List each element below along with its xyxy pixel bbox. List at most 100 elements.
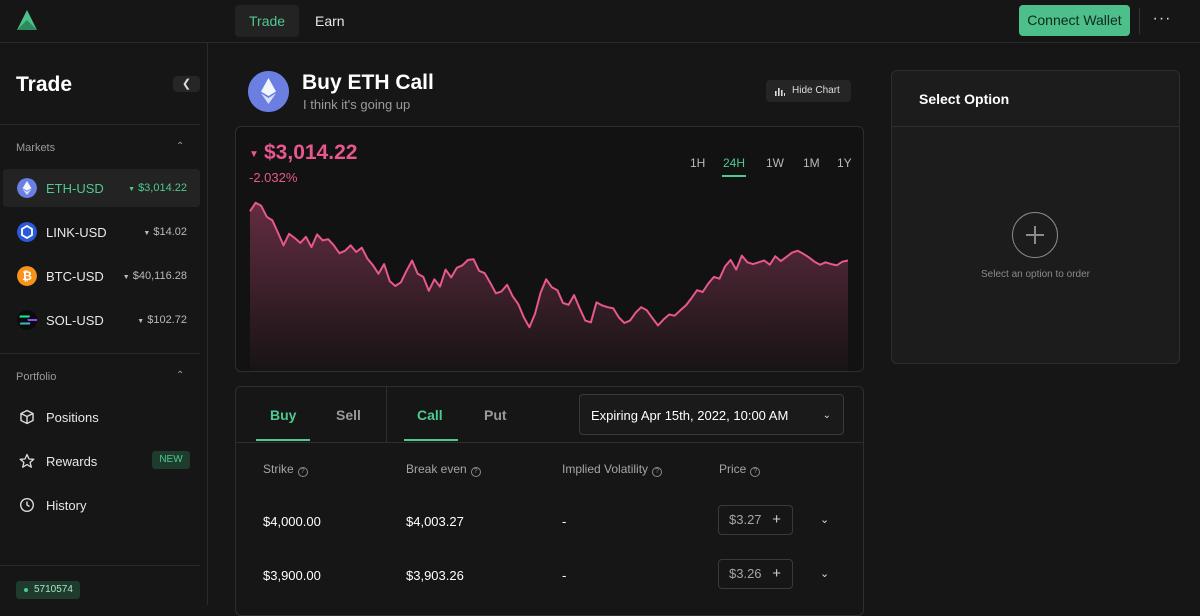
chevron-left-icon: ❮ <box>181 78 192 90</box>
col-head-iv: Implied Volatility? <box>562 462 663 477</box>
option-price: $3.26 <box>729 566 762 581</box>
more-dots-icon[interactable]: ··· <box>1152 10 1172 27</box>
range-tab-1w[interactable]: 1W <box>766 156 784 170</box>
market-name: LINK-USD <box>46 225 107 240</box>
new-badge: NEW <box>152 451 190 469</box>
range-tab-1y[interactable]: 1Y <box>837 156 852 170</box>
sidebar-item-label: Positions <box>46 410 99 425</box>
star-icon <box>19 453 35 468</box>
add-option-button[interactable]: $3.27 + <box>718 505 793 535</box>
info-icon[interactable]: ? <box>470 467 481 477</box>
svg-text:₿: ₿ <box>22 269 32 283</box>
col-head-strike: Strike? <box>263 462 308 477</box>
tab-call[interactable]: Call <box>417 407 443 423</box>
price-change: -2.032% <box>249 170 298 185</box>
iv-cell: - <box>562 568 567 583</box>
topbar-divider <box>1139 8 1140 34</box>
select-option-panel: Select Option Select an option to order <box>891 70 1180 364</box>
tab-put[interactable]: Put <box>484 407 507 423</box>
eth-icon <box>17 178 37 198</box>
btc-icon: ₿ <box>17 266 37 286</box>
market-name: SOL-USD <box>46 313 104 328</box>
header-divider <box>236 442 863 443</box>
link-icon <box>17 222 37 242</box>
panel-divider <box>892 126 1179 127</box>
call-underline <box>404 439 458 441</box>
add-option-button[interactable]: $3.26 + <box>718 559 793 589</box>
connect-wallet-button[interactable]: Connect Wallet <box>1019 5 1130 36</box>
chart-area-fill <box>250 202 848 371</box>
info-icon[interactable]: ? <box>297 467 308 477</box>
top-navbar: Trade Earn Connect Wallet ··· <box>0 0 1200 43</box>
buy-underline <box>256 439 310 441</box>
hide-chart-button[interactable]: Hide Chart <box>766 80 851 102</box>
page-title: Buy ETH Call <box>302 71 434 94</box>
sidebar-item-history[interactable]: History <box>3 486 200 524</box>
info-icon[interactable]: ? <box>652 467 663 477</box>
tab-buy[interactable]: Buy <box>270 407 297 423</box>
block-number-badge: 5710574 <box>16 581 80 599</box>
chevron-down-icon: ⌄ <box>822 410 831 421</box>
cube-icon <box>20 409 34 425</box>
chart-series-line <box>249 201 849 329</box>
break-even-cell: $4,003.27 <box>406 514 464 529</box>
down-arrow-icon: ▼ <box>143 230 151 237</box>
col-head-break-even: Break even? <box>406 462 481 477</box>
market-name: BTC-USD <box>46 269 104 284</box>
chevron-down-icon[interactable]: ⌄ <box>820 568 830 580</box>
chevron-up-icon[interactable]: ⌃ <box>176 141 185 152</box>
hide-chart-label: Hide Chart <box>792 85 840 96</box>
market-row-link[interactable]: LINK-USD ▼ $14.02 <box>3 213 200 251</box>
tab-sell[interactable]: Sell <box>336 407 361 423</box>
down-arrow-icon: ▼ <box>137 318 145 325</box>
portfolio-section-label: Portfolio <box>16 371 57 383</box>
eth-icon <box>248 71 289 112</box>
expiry-value: Expiring Apr 15th, 2022, 10:00 AM <box>591 408 789 423</box>
expiry-select[interactable]: Expiring Apr 15th, 2022, 10:00 AM ⌄ <box>579 394 844 435</box>
segment-divider <box>386 387 387 442</box>
chevron-up-icon[interactable]: ⌃ <box>176 370 185 381</box>
sidebar: Trade ❮ Markets ⌃ ETH-USD ▼ $3,014.22 LI… <box>0 43 208 605</box>
plus-circle-icon <box>1012 212 1058 258</box>
market-row-sol[interactable]: SOL-USD ▼ $102.72 <box>3 301 200 339</box>
market-price: ▼ $40,116.28 <box>122 270 187 282</box>
market-row-eth[interactable]: ETH-USD ▼ $3,014.22 <box>3 169 200 207</box>
sidebar-title: Trade <box>16 73 73 96</box>
range-underline <box>722 175 746 177</box>
market-row-btc[interactable]: ₿ BTC-USD ▼ $40,116.28 <box>3 257 200 295</box>
clock-icon <box>19 497 35 513</box>
collapse-sidebar-button[interactable]: ❮ <box>173 76 200 92</box>
sol-icon <box>17 310 37 330</box>
strike-cell: $4,000.00 <box>263 514 321 529</box>
sidebar-item-label: History <box>46 498 87 513</box>
chevron-down-icon[interactable]: ⌄ <box>820 514 830 526</box>
order-card: Buy Sell Call Put Expiring Apr 15th, 202… <box>235 386 864 616</box>
sidebar-divider <box>0 565 200 566</box>
markets-section-label: Markets <box>16 142 56 154</box>
option-price: $3.27 <box>729 512 762 527</box>
market-price: ▼ $102.72 <box>137 314 187 326</box>
panel-hint: Select an option to order <box>981 269 1090 280</box>
iv-cell: - <box>562 514 567 529</box>
sidebar-item-rewards[interactable]: Rewards NEW <box>3 442 200 480</box>
logo-icon[interactable] <box>14 7 40 33</box>
strike-cell: $3,900.00 <box>263 568 321 583</box>
range-tab-1h[interactable]: 1H <box>690 156 706 170</box>
down-arrow-icon: ▼ <box>249 149 259 160</box>
market-name: ETH-USD <box>46 181 104 196</box>
nav-tab-trade[interactable]: Trade <box>235 5 300 37</box>
price-chart[interactable] <box>236 127 864 372</box>
sidebar-divider <box>0 124 200 125</box>
down-arrow-icon: ▼ <box>128 186 135 193</box>
nav-tab-earn[interactable]: Earn <box>315 13 345 29</box>
range-tab-24h[interactable]: 24H <box>723 156 746 170</box>
market-price: ▼ $14.02 <box>143 226 187 238</box>
sidebar-item-label: Rewards <box>46 454 98 469</box>
market-price: ▼ $3,014.22 <box>128 182 187 194</box>
sidebar-item-positions[interactable]: Positions <box>3 398 200 436</box>
bar-chart-icon <box>775 88 785 96</box>
panel-title: Select Option <box>919 91 1010 107</box>
range-tab-1m[interactable]: 1M <box>803 156 820 170</box>
plus-icon: + <box>772 511 781 528</box>
info-icon[interactable]: ? <box>750 467 761 477</box>
